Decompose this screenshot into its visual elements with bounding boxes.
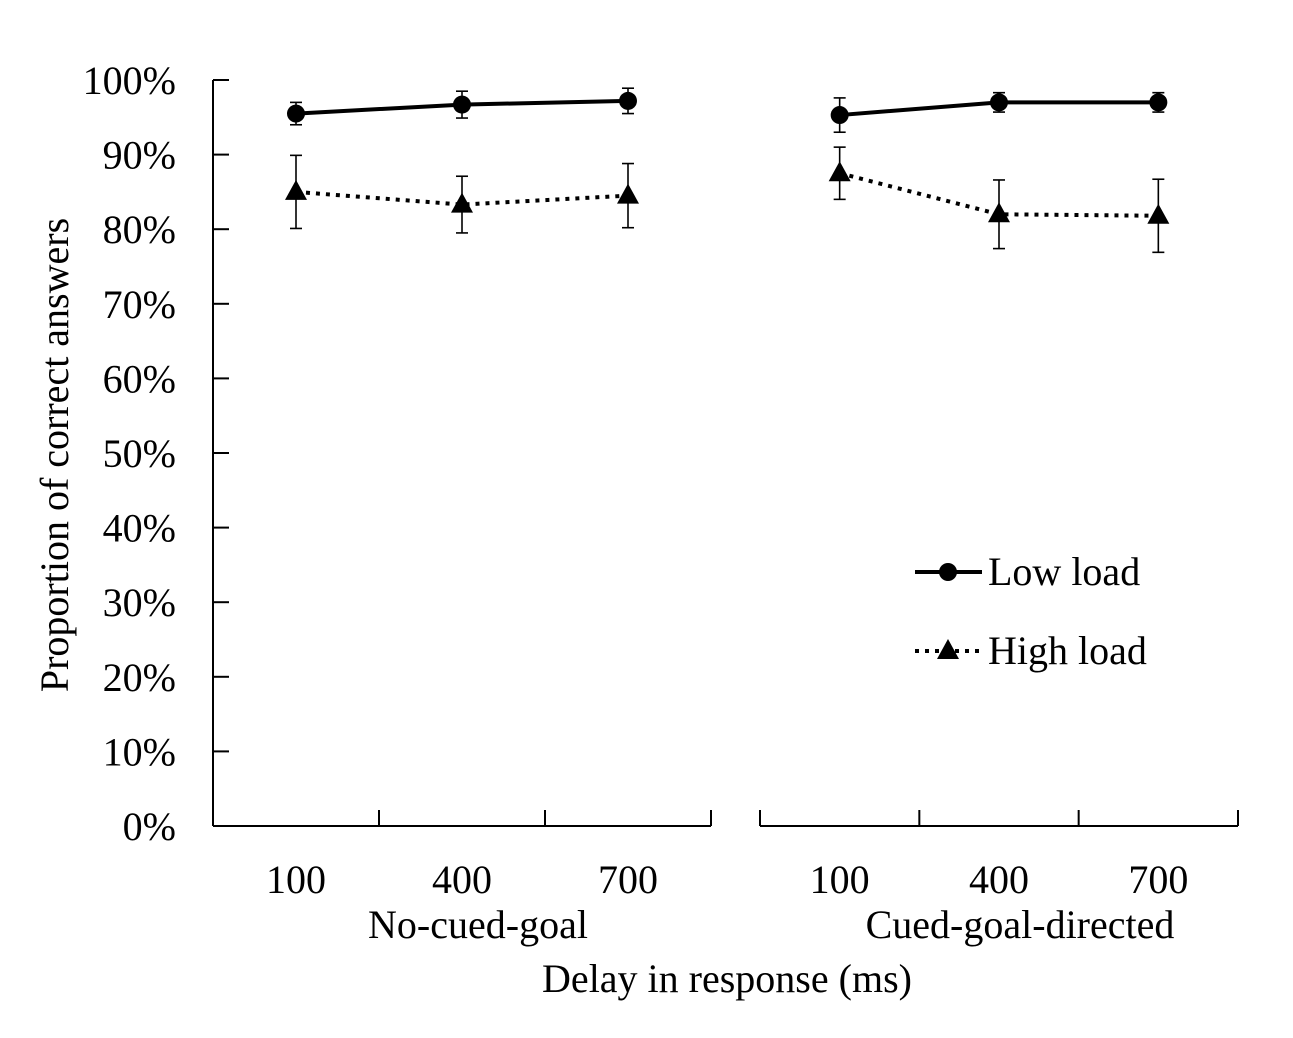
series-high-load [828, 146, 1170, 254]
data-point [287, 104, 305, 123]
y-tick-label: 80% [103, 207, 176, 252]
x-axis-title: Delay in response (ms) [542, 956, 912, 1001]
panel-group-label: Cued-goal-directed [866, 902, 1175, 947]
data-point [617, 183, 639, 204]
data-point [1149, 93, 1168, 112]
data-point [988, 202, 1010, 223]
y-tick-label: 0% [123, 804, 176, 849]
y-tick-label: 70% [103, 282, 176, 327]
y-tick-label: 90% [103, 133, 176, 178]
data-point [830, 106, 849, 125]
series-high-load [285, 154, 639, 234]
y-tick-label: 30% [103, 580, 176, 625]
series-low-load [287, 87, 637, 126]
x-tick-label: 100 [266, 857, 326, 902]
y-tick-label: 60% [103, 356, 176, 401]
data-point [828, 161, 851, 182]
data-point [619, 91, 637, 110]
x-tick-label: 400 [969, 857, 1029, 902]
y-tick-label: 100% [83, 58, 176, 103]
y-axis: 0% 10% 20% 30% 40% 50% 60% 70% 80% 90% 100% [83, 58, 229, 849]
data-point [1147, 203, 1170, 224]
x-tick-label: 700 [598, 857, 658, 902]
legend-label: Low load [988, 549, 1140, 594]
data-point [453, 95, 471, 114]
y-tick-label: 50% [103, 431, 176, 476]
data-point [285, 179, 307, 200]
panel-group-label: No-cued-goal [368, 902, 588, 947]
legend-marker [937, 639, 959, 659]
legend-item: High load [915, 628, 1147, 673]
series-low-load [830, 91, 1168, 134]
y-tick-label: 20% [103, 655, 176, 700]
x-tick-label: 100 [810, 857, 870, 902]
y-tick-label: 40% [103, 506, 176, 551]
y-axis-title: Proportion of correct answers [32, 218, 77, 692]
x-tick-label: 400 [432, 857, 492, 902]
legend-item: Low load [915, 549, 1140, 594]
legend-label: High load [988, 628, 1147, 673]
series-line [839, 171, 1159, 218]
legend-marker [939, 563, 957, 581]
x-tick-label: 700 [1128, 857, 1188, 902]
data-point [451, 192, 473, 213]
legend: Low load High load [915, 549, 1147, 673]
data-point [990, 93, 1008, 112]
y-tick-label: 10% [103, 729, 176, 774]
